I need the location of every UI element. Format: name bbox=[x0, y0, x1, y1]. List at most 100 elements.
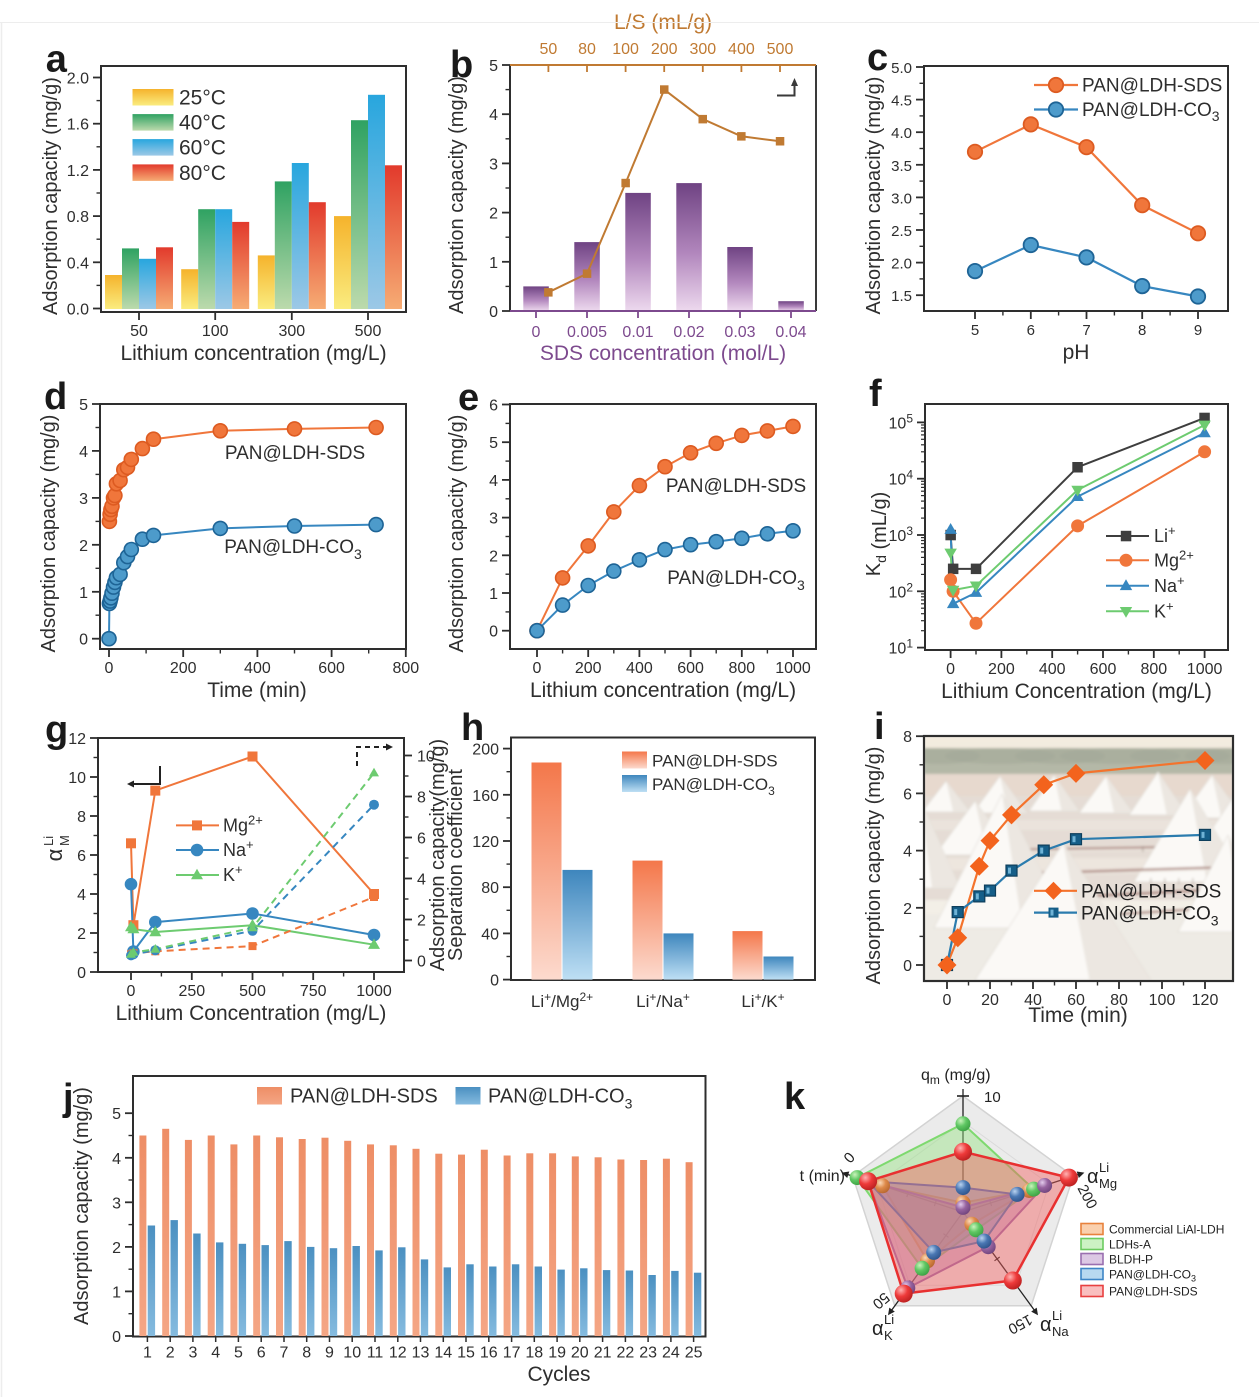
svg-text:0.4: 0.4 bbox=[67, 255, 89, 272]
svg-text:α: α bbox=[42, 848, 67, 861]
svg-text:0: 0 bbox=[943, 992, 952, 1009]
svg-text:Adsorption capacity (mg/g): Adsorption capacity (mg/g) bbox=[71, 1087, 93, 1325]
svg-text:Time (min): Time (min) bbox=[207, 679, 307, 702]
svg-text:100: 100 bbox=[612, 41, 639, 58]
svg-text:14: 14 bbox=[434, 1345, 452, 1362]
svg-text:0: 0 bbox=[490, 973, 499, 990]
svg-text:23: 23 bbox=[639, 1345, 657, 1362]
svg-text:2: 2 bbox=[166, 1345, 175, 1362]
svg-text:600: 600 bbox=[1090, 661, 1117, 678]
svg-text:0: 0 bbox=[903, 958, 912, 975]
svg-text:pH: pH bbox=[1063, 341, 1090, 364]
svg-text:Adsorption capacity (mg/g): Adsorption capacity (mg/g) bbox=[40, 77, 62, 315]
svg-text:3: 3 bbox=[489, 511, 498, 528]
svg-text:80: 80 bbox=[481, 880, 499, 897]
svg-text:300: 300 bbox=[689, 41, 716, 58]
svg-text:Mg2+: Mg2+ bbox=[223, 812, 263, 835]
svg-text:2: 2 bbox=[489, 548, 498, 565]
svg-text:Li: Li bbox=[884, 1312, 894, 1327]
svg-text:105: 105 bbox=[889, 411, 914, 432]
svg-text:d: d bbox=[44, 376, 67, 418]
svg-text:Separation coefficient: Separation coefficient bbox=[445, 769, 467, 961]
svg-text:LDHs-A: LDHs-A bbox=[1109, 1238, 1151, 1252]
svg-text:PAN@LDH-CO3: PAN@LDH-CO3 bbox=[488, 1086, 633, 1112]
svg-text:101: 101 bbox=[889, 637, 914, 658]
svg-text:10: 10 bbox=[417, 749, 435, 766]
svg-text:1: 1 bbox=[79, 585, 88, 602]
svg-text:10: 10 bbox=[68, 770, 86, 787]
svg-text:120: 120 bbox=[1192, 992, 1219, 1009]
svg-text:Li+​/K+: Li+​/K+ bbox=[741, 990, 784, 1011]
svg-text:120: 120 bbox=[472, 834, 499, 851]
svg-text:4: 4 bbox=[77, 887, 86, 904]
svg-text:200: 200 bbox=[651, 41, 678, 58]
svg-text:25: 25 bbox=[685, 1345, 703, 1362]
svg-text:16: 16 bbox=[480, 1345, 498, 1362]
svg-text:600: 600 bbox=[677, 660, 704, 677]
svg-text:800: 800 bbox=[1140, 661, 1167, 678]
svg-text:PAN@LDH-SDS: PAN@LDH-SDS bbox=[652, 752, 778, 771]
svg-text:PAN@LDH-SDS: PAN@LDH-SDS bbox=[1082, 76, 1222, 97]
svg-text:50: 50 bbox=[130, 323, 148, 340]
svg-text:6: 6 bbox=[489, 398, 498, 415]
svg-text:Adsorption capacity (mg/g): Adsorption capacity (mg/g) bbox=[446, 76, 468, 314]
svg-text:102: 102 bbox=[889, 580, 914, 601]
svg-text:50: 50 bbox=[540, 41, 558, 58]
svg-text:5: 5 bbox=[489, 58, 498, 75]
svg-text:k: k bbox=[784, 1076, 806, 1118]
svg-text:Commercial LiAl-LDH: Commercial LiAl-LDH bbox=[1109, 1223, 1224, 1237]
svg-text:0: 0 bbox=[489, 624, 498, 641]
svg-text:Lithium concentration (mg/L): Lithium concentration (mg/L) bbox=[120, 342, 386, 365]
svg-text:200: 200 bbox=[988, 661, 1015, 678]
svg-text:21: 21 bbox=[594, 1345, 612, 1362]
svg-text:40°C: 40°C bbox=[179, 112, 226, 135]
svg-text:0.8: 0.8 bbox=[67, 209, 89, 226]
svg-text:PAN@LDH-CO3: PAN@LDH-CO3 bbox=[667, 568, 805, 593]
svg-text:1000: 1000 bbox=[775, 660, 811, 677]
svg-text:t (min): t (min) bbox=[800, 1168, 845, 1185]
svg-text:M: M bbox=[57, 835, 72, 846]
svg-text:1.2: 1.2 bbox=[67, 163, 89, 180]
svg-text:g: g bbox=[45, 709, 68, 751]
svg-text:8: 8 bbox=[903, 729, 912, 746]
svg-text:8: 8 bbox=[1138, 322, 1146, 339]
svg-text:PAN@LDH-CO3: PAN@LDH-CO3 bbox=[1082, 100, 1220, 124]
svg-text:400: 400 bbox=[728, 41, 755, 58]
svg-text:4.5: 4.5 bbox=[891, 93, 912, 110]
svg-text:K+: K+ bbox=[223, 862, 243, 885]
svg-text:0: 0 bbox=[77, 965, 86, 982]
svg-text:200: 200 bbox=[170, 660, 197, 677]
svg-text:7: 7 bbox=[1082, 322, 1090, 339]
svg-text:Na+: Na+ bbox=[223, 837, 254, 860]
svg-text:10: 10 bbox=[343, 1345, 361, 1362]
svg-text:Adsorption capacity (mg/g): Adsorption capacity (mg/g) bbox=[446, 415, 468, 653]
svg-text:5.0: 5.0 bbox=[891, 60, 912, 77]
svg-text:0: 0 bbox=[79, 632, 88, 649]
svg-text:150: 150 bbox=[1005, 1311, 1035, 1338]
svg-text:5: 5 bbox=[971, 322, 979, 339]
svg-text:1000: 1000 bbox=[356, 983, 392, 1000]
svg-text:4: 4 bbox=[489, 107, 498, 124]
svg-text:12: 12 bbox=[389, 1345, 407, 1362]
svg-text:100: 100 bbox=[1149, 992, 1176, 1009]
svg-text:6: 6 bbox=[77, 848, 86, 865]
svg-text:40: 40 bbox=[1024, 992, 1042, 1009]
svg-text:1000: 1000 bbox=[1187, 661, 1223, 678]
svg-text:Li: Li bbox=[1052, 1308, 1062, 1323]
svg-text:7: 7 bbox=[280, 1345, 289, 1362]
svg-text:Adsorption capacity (mg/g): Adsorption capacity (mg/g) bbox=[863, 77, 885, 315]
svg-text:60°C: 60°C bbox=[179, 137, 226, 160]
svg-text:1.5: 1.5 bbox=[891, 288, 912, 305]
svg-text:Mg: Mg bbox=[1099, 1176, 1117, 1191]
svg-text:BLDH-P: BLDH-P bbox=[1109, 1253, 1153, 1267]
svg-text:3.5: 3.5 bbox=[891, 158, 912, 175]
svg-text:9: 9 bbox=[325, 1345, 334, 1362]
svg-text:800: 800 bbox=[728, 660, 755, 677]
svg-text:Kd (mL/g): Kd (mL/g) bbox=[863, 492, 891, 576]
svg-text:1: 1 bbox=[489, 255, 498, 272]
svg-text:22: 22 bbox=[617, 1345, 635, 1362]
svg-text:0: 0 bbox=[105, 660, 114, 677]
svg-text:1.6: 1.6 bbox=[67, 117, 89, 134]
svg-text:4: 4 bbox=[112, 1151, 121, 1168]
svg-text:6: 6 bbox=[257, 1345, 266, 1362]
